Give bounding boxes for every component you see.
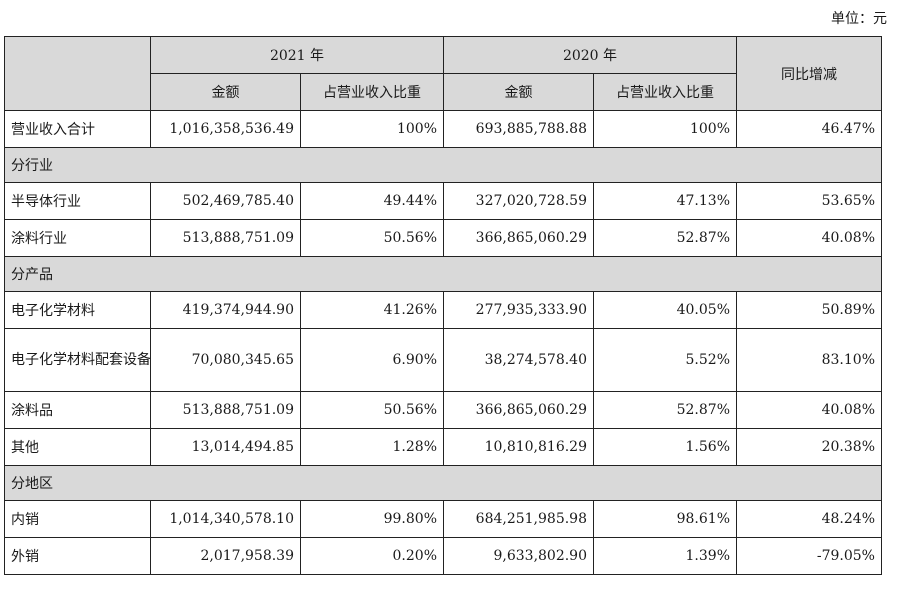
row-label: 营业收入合计 xyxy=(4,110,151,148)
table-row: 电子化学材料配套设备 70,080,345.65 6.90% 38,274,57… xyxy=(4,328,882,392)
header-blank xyxy=(4,36,151,111)
revenue-table: 2021 年 2020 年 同比增减 金额 占营业收入比重 金额 占营业收入比重… xyxy=(4,36,882,575)
amount-2020: 277,935,333.90 xyxy=(443,291,594,329)
amount-2021: 1,016,358,536.49 xyxy=(150,110,301,148)
section-label: 分行业 xyxy=(4,147,882,183)
share-2021: 6.90% xyxy=(300,328,444,392)
yoy-change: 46.47% xyxy=(736,110,882,148)
share-2021: 0.20% xyxy=(300,537,444,575)
yoy-change: 48.24% xyxy=(736,500,882,538)
header-row-columns: 金额 占营业收入比重 金额 占营业收入比重 xyxy=(5,73,882,111)
table-row: 内销 1,014,340,578.10 99.80% 684,251,985.9… xyxy=(4,500,882,538)
yoy-change: 20.38% xyxy=(736,428,882,466)
row-label: 涂料行业 xyxy=(4,219,151,257)
amount-2020: 10,810,816.29 xyxy=(443,428,594,466)
row-label: 半导体行业 xyxy=(4,182,151,220)
table-row: 半导体行业 502,469,785.40 49.44% 327,020,728.… xyxy=(4,182,882,220)
amount-2020: 366,865,060.29 xyxy=(443,219,594,257)
row-label: 内销 xyxy=(4,500,151,538)
amount-2021: 70,080,345.65 xyxy=(150,328,301,392)
header-share-2021: 占营业收入比重 xyxy=(300,73,444,111)
share-2021: 50.56% xyxy=(300,391,444,429)
header-2021: 2021 年 xyxy=(150,36,444,74)
header-yoy: 同比增减 xyxy=(736,36,882,111)
share-2021: 41.26% xyxy=(300,291,444,329)
table-row: 电子化学材料 419,374,944.90 41.26% 277,935,333… xyxy=(4,291,882,329)
yoy-change: 40.08% xyxy=(736,391,882,429)
row-label: 电子化学材料配套设备 xyxy=(4,328,151,392)
amount-2021: 513,888,751.09 xyxy=(150,391,301,429)
share-2020: 52.87% xyxy=(593,219,737,257)
table-row: 涂料行业 513,888,751.09 50.56% 366,865,060.2… xyxy=(4,219,882,257)
share-2020: 1.39% xyxy=(593,537,737,575)
amount-2020: 327,020,728.59 xyxy=(443,182,594,220)
section-row-industry: 分行业 xyxy=(4,147,882,183)
section-row-region: 分地区 xyxy=(4,465,882,501)
amount-2020: 684,251,985.98 xyxy=(443,500,594,538)
share-2021: 99.80% xyxy=(300,500,444,538)
amount-2021: 2,017,958.39 xyxy=(150,537,301,575)
unit-label: 单位：元 xyxy=(831,11,887,27)
header-amount-2021: 金额 xyxy=(150,73,301,111)
share-2021: 49.44% xyxy=(300,182,444,220)
amount-2021: 419,374,944.90 xyxy=(150,291,301,329)
share-2020: 47.13% xyxy=(593,182,737,220)
table-row-total: 营业收入合计 1,016,358,536.49 100% 693,885,788… xyxy=(4,110,882,148)
share-2020: 100% xyxy=(593,110,737,148)
share-2021: 1.28% xyxy=(300,428,444,466)
amount-2020: 366,865,060.29 xyxy=(443,391,594,429)
header-row-years: 2021 年 2020 年 同比增减 xyxy=(4,36,882,111)
table-row: 涂料品 513,888,751.09 50.56% 366,865,060.29… xyxy=(4,391,882,429)
header-2020: 2020 年 xyxy=(443,36,737,74)
yoy-change: 50.89% xyxy=(736,291,882,329)
table-row: 其他 13,014,494.85 1.28% 10,810,816.29 1.5… xyxy=(4,428,882,466)
yoy-change: -79.05% xyxy=(736,537,882,575)
section-label: 分地区 xyxy=(4,465,882,501)
row-label: 其他 xyxy=(4,428,151,466)
header-share-2020: 占营业收入比重 xyxy=(593,73,737,111)
yoy-change: 83.10% xyxy=(736,328,882,392)
amount-2020: 38,274,578.40 xyxy=(443,328,594,392)
share-2021: 100% xyxy=(300,110,444,148)
row-label: 外销 xyxy=(4,537,151,575)
amount-2020: 693,885,788.88 xyxy=(443,110,594,148)
table-row: 外销 2,017,958.39 0.20% 9,633,802.90 1.39%… xyxy=(4,537,882,575)
yoy-change: 40.08% xyxy=(736,219,882,257)
share-2020: 40.05% xyxy=(593,291,737,329)
row-label: 电子化学材料 xyxy=(4,291,151,329)
section-label: 分产品 xyxy=(4,256,882,292)
share-2020: 1.56% xyxy=(593,428,737,466)
share-2020: 5.52% xyxy=(593,328,737,392)
header-amount-2020: 金额 xyxy=(443,73,594,111)
section-row-product: 分产品 xyxy=(4,256,882,292)
row-label: 涂料品 xyxy=(4,391,151,429)
amount-2021: 1,014,340,578.10 xyxy=(150,500,301,538)
amount-2021: 13,014,494.85 xyxy=(150,428,301,466)
share-2020: 52.87% xyxy=(593,391,737,429)
amount-2021: 502,469,785.40 xyxy=(150,182,301,220)
amount-2020: 9,633,802.90 xyxy=(443,537,594,575)
amount-2021: 513,888,751.09 xyxy=(150,219,301,257)
share-2020: 98.61% xyxy=(593,500,737,538)
yoy-change: 53.65% xyxy=(736,182,882,220)
share-2021: 50.56% xyxy=(300,219,444,257)
